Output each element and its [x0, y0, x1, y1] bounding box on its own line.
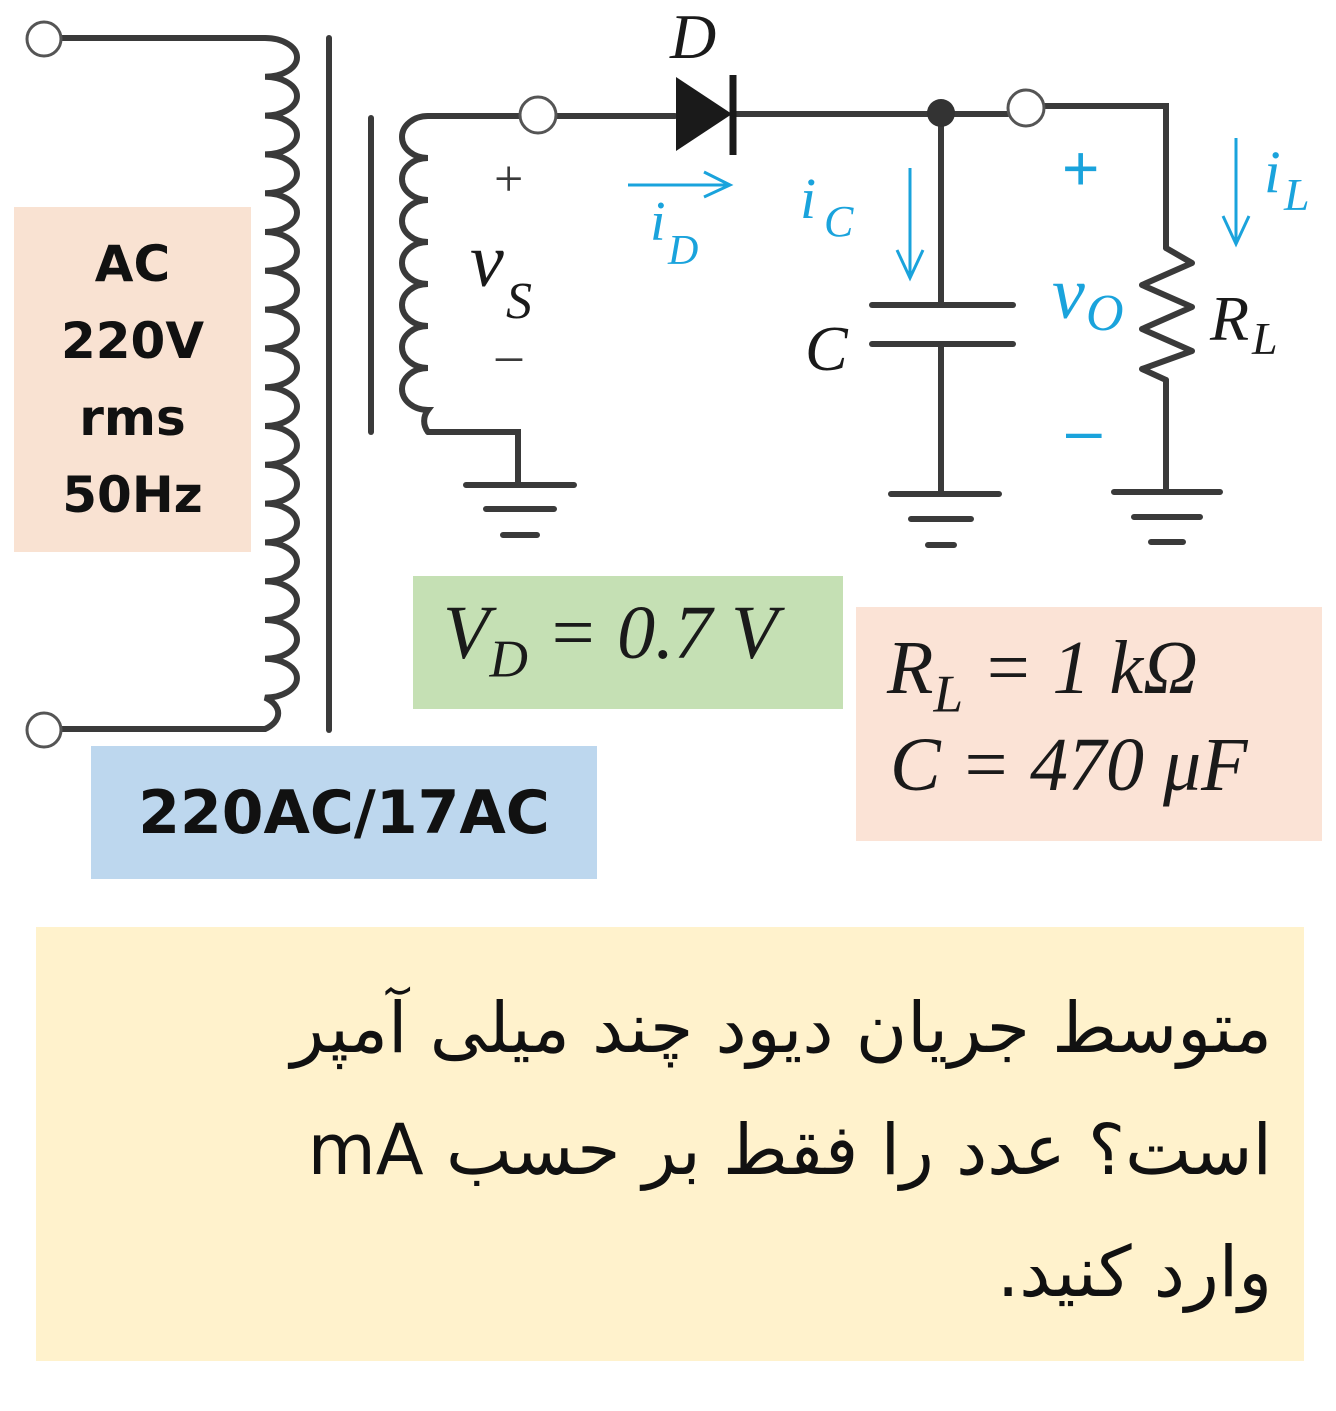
- vs-label-main: v: [470, 219, 504, 303]
- question-line-3: وارد کنید.: [996, 1231, 1272, 1313]
- ic-arrow: [895, 168, 925, 282]
- load-resistance-equation: RL = 1 kΩ: [887, 625, 1198, 725]
- vo-label-sub: O: [1086, 285, 1124, 342]
- ground-load: [1111, 489, 1223, 545]
- source-line-rms: rms: [79, 388, 186, 447]
- ground-secondary: [463, 482, 577, 538]
- secondary-coil: [399, 113, 435, 435]
- question-line-2: است؟ عدد را فقط بر حسب mA: [307, 1109, 1272, 1191]
- rl-label-main: R: [1209, 283, 1249, 354]
- load-resistor: [1139, 245, 1195, 383]
- primary-coil: [262, 35, 300, 732]
- il-label-main: i: [1264, 139, 1281, 205]
- input-terminal-bottom: [25, 711, 63, 749]
- input-terminal-top: [25, 20, 63, 58]
- transformer-ratio-label: 220AC/17AC: [138, 777, 550, 848]
- junction-node: [927, 99, 955, 127]
- rl-label-sub: L: [1251, 313, 1278, 364]
- id-arrow: [628, 170, 734, 199]
- vd-symbol: V: [443, 591, 490, 675]
- output-terminal: [1006, 88, 1046, 128]
- rl-value: = 1 kΩ: [963, 626, 1199, 710]
- vo-minus: –: [1066, 394, 1102, 466]
- il-label-sub: L: [1283, 169, 1310, 220]
- vs-label-sub: S: [506, 273, 532, 330]
- capacitance-equation: C = 470 μF: [890, 723, 1248, 807]
- component-values-box: [856, 607, 1322, 841]
- schematic: D i D + v S – i C C + v O – i L R L: [25, 1, 1310, 749]
- diode-symbol: [676, 77, 732, 151]
- vs-plus: +: [494, 151, 523, 208]
- source-line-type: AC: [94, 234, 171, 293]
- source-line-frequency: 50Hz: [62, 465, 203, 524]
- ic-label-sub: C: [824, 197, 854, 246]
- vs-minus: –: [495, 327, 523, 384]
- diode-drop-box: [413, 576, 843, 709]
- secondary-bottom-lead: [425, 429, 521, 486]
- il-arrow: [1221, 138, 1251, 248]
- capacitor-label: C: [805, 313, 849, 384]
- vd-subscript: D: [489, 629, 528, 689]
- id-label-sub: D: [667, 228, 698, 274]
- diode-label: D: [669, 1, 716, 72]
- transformer-ratio-box: 220AC/17AC: [91, 746, 597, 879]
- ac-source-info-box: AC 220V rms 50Hz: [14, 207, 251, 552]
- rl-symbol: R: [887, 626, 934, 710]
- vo-plus: +: [1062, 132, 1099, 204]
- question-line-1: متوسط جریان دیود چند میلی آمپر: [290, 987, 1272, 1069]
- ic-label-main: i: [800, 166, 816, 231]
- vd-value: = 0.7 V: [527, 591, 778, 675]
- id-label-main: i: [650, 191, 666, 253]
- secondary-terminal: [518, 95, 558, 135]
- rl-subscript: L: [933, 664, 964, 724]
- question-box: متوسط جریان دیود چند میلی آمپر است؟ عدد …: [36, 927, 1304, 1361]
- wire-to-load: [1041, 103, 1169, 251]
- vo-label-main: v: [1052, 253, 1085, 335]
- diode-drop-equation: VD = 0.7 V: [443, 590, 778, 690]
- source-line-voltage: 220V: [60, 311, 205, 370]
- ground-capacitor: [888, 491, 1002, 548]
